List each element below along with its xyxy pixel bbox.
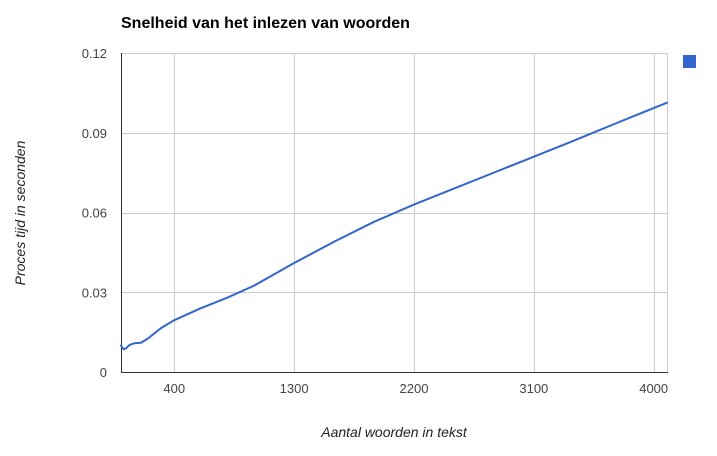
x-tick-label: 1300	[280, 381, 309, 396]
gridlines	[121, 53, 668, 372]
legend-swatch	[683, 55, 696, 68]
x-tick-label: 400	[163, 381, 185, 396]
legend	[683, 55, 696, 68]
y-axis-title: Proces tijd in seconden	[12, 140, 28, 285]
chart-title: Snelheid van het inlezen van woorden	[121, 15, 410, 32]
x-tick-label: 4000	[639, 381, 668, 396]
x-tick-label: 3100	[519, 381, 548, 396]
x-axis-title: Aantal woorden in tekst	[320, 424, 468, 440]
y-tick-label: 0.06	[82, 206, 107, 221]
y-tick-label: 0.09	[82, 126, 107, 141]
y-tick-label: 0.03	[82, 285, 107, 300]
axes: 0 0.03 0.06 0.09 0.12 400 1300 2200 3100 4000	[82, 46, 668, 396]
series-line	[120, 101, 668, 351]
y-tick-label: 0.12	[82, 46, 107, 61]
series-layer	[120, 101, 668, 351]
y-tick-label: 0	[100, 365, 107, 380]
x-tick-label: 2200	[400, 381, 429, 396]
